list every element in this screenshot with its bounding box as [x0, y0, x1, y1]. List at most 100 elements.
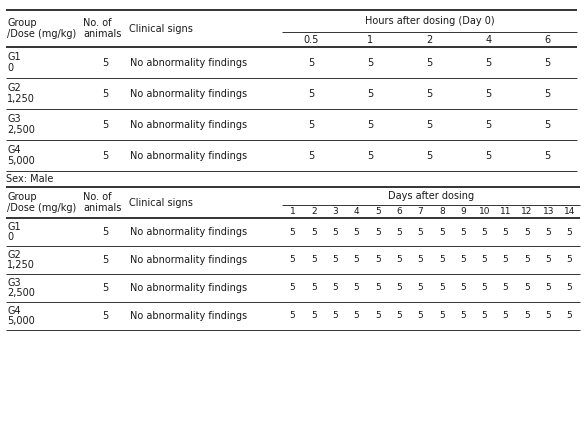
Text: 5: 5	[545, 119, 550, 130]
Text: G4: G4	[7, 145, 20, 155]
Text: 1,250: 1,250	[7, 94, 35, 104]
Text: No. of
animals: No. of animals	[83, 192, 121, 213]
Text: 5: 5	[545, 283, 551, 292]
Text: 5: 5	[567, 312, 573, 321]
Text: 5: 5	[426, 89, 433, 98]
Text: 5: 5	[426, 57, 433, 68]
Text: No abnormality findings: No abnormality findings	[130, 119, 247, 130]
Text: 5: 5	[524, 256, 530, 265]
Text: 5: 5	[396, 312, 402, 321]
Text: 5: 5	[567, 256, 573, 265]
Text: Hours after dosing (Day 0): Hours after dosing (Day 0)	[364, 16, 494, 26]
Text: 13: 13	[542, 207, 554, 216]
Text: 5: 5	[545, 89, 550, 98]
Text: G1: G1	[7, 52, 20, 62]
Text: 5: 5	[102, 227, 108, 237]
Text: 5: 5	[418, 256, 424, 265]
Text: 5: 5	[418, 228, 424, 237]
Text: 5: 5	[332, 283, 338, 292]
Text: 5: 5	[102, 311, 108, 321]
Text: No abnormality findings: No abnormality findings	[130, 311, 247, 321]
Text: 5: 5	[375, 283, 381, 292]
Text: 5: 5	[481, 256, 487, 265]
Text: 0: 0	[7, 232, 13, 242]
Text: 5: 5	[375, 256, 381, 265]
Text: 5: 5	[486, 119, 491, 130]
Text: 5: 5	[102, 119, 108, 130]
Text: 5: 5	[354, 283, 359, 292]
Text: 5: 5	[290, 312, 295, 321]
Text: 5: 5	[545, 256, 551, 265]
Text: 5: 5	[308, 89, 315, 98]
Text: 5: 5	[375, 228, 381, 237]
Text: 5: 5	[481, 228, 487, 237]
Text: 5: 5	[426, 151, 433, 160]
Text: 14: 14	[564, 207, 575, 216]
Text: 3: 3	[332, 207, 338, 216]
Text: 5: 5	[308, 119, 315, 130]
Text: 5: 5	[367, 119, 374, 130]
Text: 5: 5	[426, 119, 433, 130]
Text: G3: G3	[7, 278, 20, 288]
Text: 9: 9	[460, 207, 466, 216]
Text: Clinical signs: Clinical signs	[129, 24, 193, 33]
Text: 5: 5	[418, 312, 424, 321]
Text: 5: 5	[308, 57, 315, 68]
Text: 5: 5	[486, 89, 491, 98]
Text: No abnormality findings: No abnormality findings	[130, 255, 247, 265]
Text: No abnormality findings: No abnormality findings	[130, 57, 247, 68]
Text: 5: 5	[367, 89, 374, 98]
Text: 2: 2	[426, 35, 433, 45]
Text: No abnormality findings: No abnormality findings	[130, 89, 247, 98]
Text: 5: 5	[396, 228, 402, 237]
Text: No. of
animals: No. of animals	[83, 18, 121, 39]
Text: 5: 5	[481, 312, 487, 321]
Text: 5: 5	[460, 312, 466, 321]
Text: 5: 5	[486, 57, 491, 68]
Text: 5: 5	[439, 312, 445, 321]
Text: 4: 4	[354, 207, 359, 216]
Text: 5: 5	[439, 283, 445, 292]
Text: 2,500: 2,500	[7, 125, 35, 135]
Text: 5: 5	[375, 207, 381, 216]
Text: 5: 5	[290, 256, 295, 265]
Text: 4: 4	[486, 35, 491, 45]
Text: 5: 5	[308, 151, 315, 160]
Text: 1,250: 1,250	[7, 260, 35, 270]
Text: 5: 5	[311, 228, 317, 237]
Text: 5: 5	[396, 256, 402, 265]
Text: 5: 5	[524, 312, 530, 321]
Text: 5: 5	[460, 228, 466, 237]
Text: 5: 5	[375, 312, 381, 321]
Text: G1: G1	[7, 222, 20, 232]
Text: 8: 8	[439, 207, 445, 216]
Text: 5: 5	[503, 256, 508, 265]
Text: 5,000: 5,000	[7, 156, 35, 166]
Text: 5: 5	[396, 283, 402, 292]
Text: Days after dosing: Days after dosing	[388, 191, 474, 201]
Text: 6: 6	[545, 35, 550, 45]
Text: 5: 5	[367, 151, 374, 160]
Text: 5: 5	[290, 228, 295, 237]
Text: 12: 12	[521, 207, 532, 216]
Text: 5: 5	[311, 312, 317, 321]
Text: 6: 6	[396, 207, 402, 216]
Text: 11: 11	[500, 207, 511, 216]
Text: 5: 5	[102, 283, 108, 293]
Text: 5: 5	[290, 283, 295, 292]
Text: 5: 5	[418, 283, 424, 292]
Text: 5: 5	[102, 89, 108, 98]
Text: 5: 5	[460, 283, 466, 292]
Text: 5: 5	[481, 283, 487, 292]
Text: 5: 5	[545, 228, 551, 237]
Text: 5: 5	[503, 283, 508, 292]
Text: 2: 2	[311, 207, 316, 216]
Text: 5: 5	[102, 255, 108, 265]
Text: 0.5: 0.5	[304, 35, 319, 45]
Text: No abnormality findings: No abnormality findings	[130, 151, 247, 160]
Text: 5: 5	[439, 228, 445, 237]
Text: G4: G4	[7, 306, 20, 316]
Text: 5: 5	[545, 312, 551, 321]
Text: 5: 5	[545, 57, 550, 68]
Text: 5: 5	[545, 151, 550, 160]
